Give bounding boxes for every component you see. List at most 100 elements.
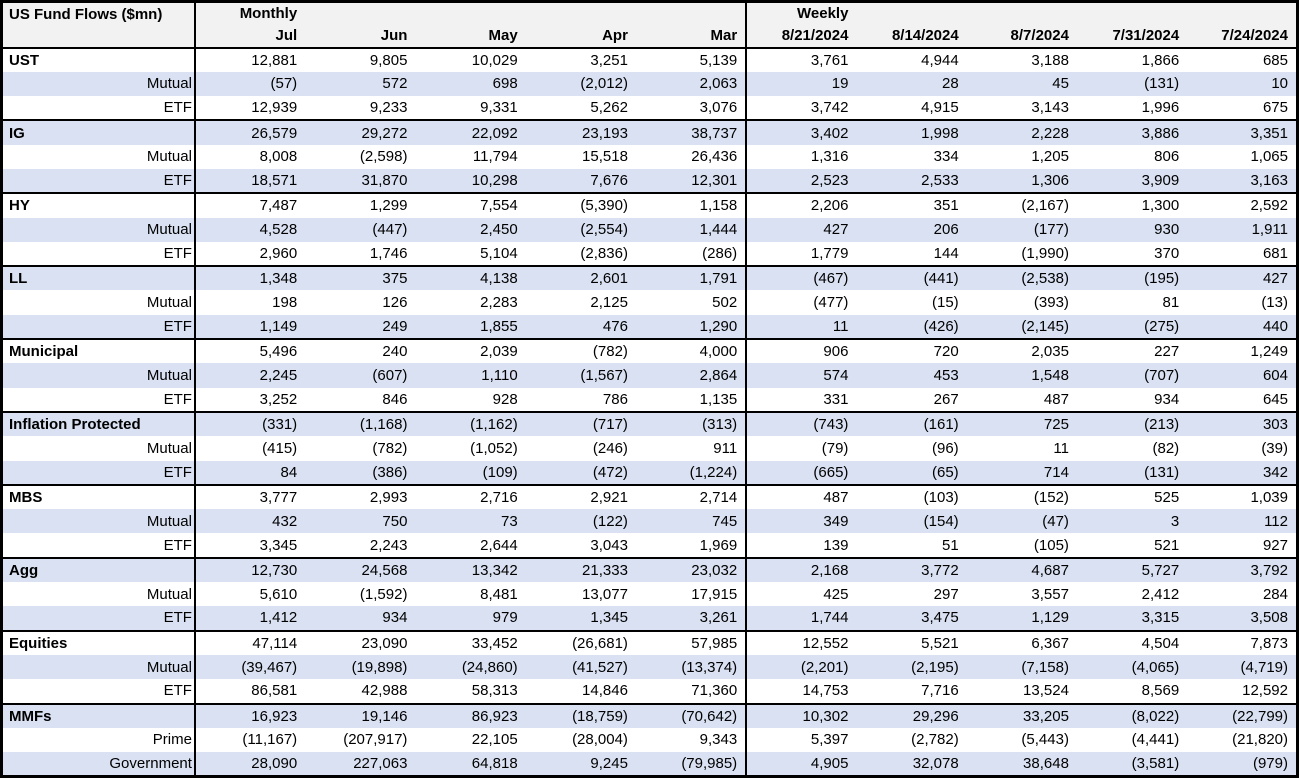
category-row: Inflation Protected (331) (1,168) (1,162) (7…	[1, 410, 1298, 437]
value-cell: (4,719)	[1187, 654, 1298, 680]
value-cell: 8,569	[1141, 682, 1180, 700]
value-cell: 9,805	[305, 46, 416, 72]
value-cell: 227,063	[305, 752, 416, 777]
value-cell: 3,742	[745, 96, 857, 121]
value-cell: 685	[1187, 46, 1298, 72]
value-cell: 8,481	[480, 585, 518, 603]
value-cell: 29,296	[856, 702, 967, 728]
value-cell: 14,846	[582, 682, 628, 700]
value-cell: 3,163	[1187, 168, 1298, 194]
value-cell: 19	[745, 71, 857, 97]
row-label: Mutual	[1, 217, 196, 242]
category-label: MBS	[1, 483, 196, 510]
value-cell: 1,316	[745, 144, 857, 169]
data-row: ETF 2,960 1,746 5,104 (2,836) (286) 1,779 144 (1…	[1, 241, 1298, 267]
value-cell: 4,915	[921, 99, 959, 117]
data-row: Mutual (39,467) (19,898) (24,860) (41,527) (1…	[1, 654, 1298, 680]
value-cell: 38,648	[966, 752, 1077, 777]
col-header-week-5: 7/24/2024	[1187, 24, 1298, 49]
value-cell: 5,610	[193, 582, 306, 607]
value-cell: 8,008	[193, 144, 306, 169]
header-spacer	[1076, 1, 1188, 25]
value-cell: (207,917)	[343, 731, 408, 749]
value-cell: 1,205	[1031, 148, 1069, 166]
data-row: Mutual (57) 572 698 (2,012) 2,063 19 28 45 (131) 1…	[1, 71, 1298, 97]
category-row: MBS 3,777 2,993 2,716 2,921 2,714 487 (103) (152…	[1, 483, 1298, 510]
data-row: ETF 1,149 249 1,855 476 1,290 11 (426) (2,145) (2…	[1, 314, 1298, 340]
value-cell: 18,571	[193, 168, 306, 194]
value-cell: (131)	[1076, 460, 1188, 485]
value-cell: 5,104	[480, 245, 518, 263]
value-cell: (7,158)	[966, 654, 1077, 680]
data-row: Mutual 4,528 (447) 2,450 (2,554) 1,444 427 206(…	[1, 217, 1298, 242]
value-cell: 2,601	[525, 265, 636, 291]
value-cell: 10	[1187, 71, 1298, 97]
row-label: Mutual	[1, 509, 196, 534]
value-cell: 12,881	[193, 46, 306, 72]
value-cell: 12,301	[635, 168, 747, 194]
value-cell: 1,348	[193, 265, 306, 291]
value-cell: 64,818	[415, 752, 526, 777]
value-cell: 604	[1187, 363, 1298, 388]
value-cell: 3,402	[745, 119, 857, 145]
value-cell: 38,737	[635, 119, 747, 145]
value-cell: (11,167)	[193, 727, 306, 753]
value-cell: 126	[382, 294, 408, 312]
value-cell: 2,243	[369, 536, 408, 554]
value-cell: 5,496	[193, 338, 306, 364]
value-cell: 4,504	[1076, 629, 1188, 655]
value-cell: 1,306	[966, 168, 1077, 194]
value-cell: 11,794	[472, 148, 518, 166]
value-cell: (607)	[305, 363, 416, 388]
value-cell: (39,467)	[193, 654, 306, 680]
section-label-weekly: Weekly	[745, 1, 857, 25]
value-cell: 4,905	[745, 752, 857, 777]
value-cell: 3,761	[745, 46, 857, 72]
value-cell: (79)	[745, 436, 857, 461]
value-cell: 303	[1187, 410, 1298, 437]
category-row: Agg 12,730 24,568 13,342 21,333 23,032 2,168 3,…	[1, 556, 1298, 583]
value-cell: 86,923	[415, 702, 526, 728]
value-cell: (1,990)	[1021, 245, 1069, 263]
row-label: Mutual	[1, 363, 196, 388]
col-header-jul: Jul	[193, 24, 306, 49]
row-label: Mutual	[1, 290, 196, 315]
value-cell: 19,146	[305, 702, 416, 728]
category-row: Equities 47,114 23,090 33,452 (26,681) 57,985…	[1, 629, 1298, 655]
value-cell: (47)	[966, 509, 1077, 534]
value-cell: 1,444	[635, 217, 747, 242]
header-spacer	[415, 1, 526, 25]
category-row: UST 12,881 9,805 10,029 3,251 5,139 3,761 4,944…	[1, 46, 1298, 72]
value-cell: 1,290	[635, 314, 747, 340]
value-cell: (65)	[856, 460, 967, 485]
value-cell: 5,727	[1076, 556, 1188, 583]
value-cell: 5,262	[590, 99, 628, 117]
value-cell: 2,245	[193, 363, 306, 388]
value-cell: (2,538)	[966, 265, 1077, 291]
row-label: Mutual	[1, 654, 196, 680]
data-row: ETF 1,412 934 979 1,345 3,261 1,744 3,475 1,129 3…	[1, 606, 1298, 631]
value-cell: 846	[382, 390, 408, 408]
value-cell: 12,939	[193, 96, 306, 121]
row-label: Mutual	[1, 144, 196, 169]
value-cell: (331)	[193, 410, 306, 437]
value-cell: (717)	[525, 410, 636, 437]
value-cell: 1,779	[745, 241, 857, 267]
table-body: UST 12,881 9,805 10,029 3,251 5,139 3,761 4,944…	[1, 46, 1298, 777]
value-cell: (1,168)	[305, 410, 416, 437]
value-cell: (3,581)	[1076, 752, 1188, 777]
row-label: ETF	[1, 606, 196, 631]
value-cell: 15,518	[582, 148, 628, 166]
header-spacer	[525, 1, 636, 25]
row-label: Mutual	[1, 71, 196, 97]
value-cell: 370	[1154, 245, 1180, 263]
value-cell: 284	[1262, 585, 1288, 603]
value-cell: (477)	[745, 290, 857, 315]
row-label: Prime	[1, 727, 196, 753]
value-cell: 698	[415, 71, 526, 97]
value-cell: 1,135	[699, 390, 738, 408]
value-cell: 1,911	[1187, 217, 1298, 242]
value-cell: 9,331	[480, 99, 518, 117]
value-cell: (4,441)	[1131, 731, 1180, 749]
value-cell: (2,554)	[525, 217, 636, 242]
